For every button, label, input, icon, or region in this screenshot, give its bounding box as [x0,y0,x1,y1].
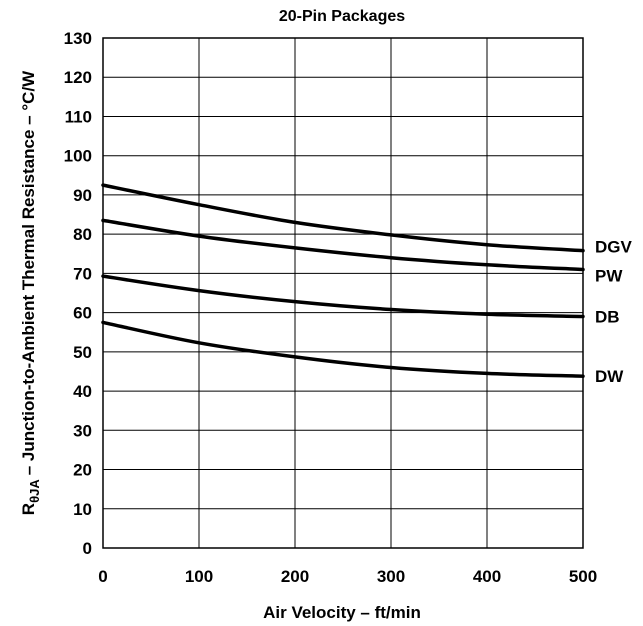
x-tick-label: 300 [377,567,405,586]
y-tick-label: 0 [83,539,92,558]
series-line-dgv [101,183,585,253]
series-label-dw: DW [595,367,624,386]
y-tick-label: 100 [64,147,92,166]
y-tick-label: 20 [73,461,92,480]
y-axis-title: RθJA – Junction-to-Ambient Thermal Resist… [19,70,42,515]
y-axis-title-rest: – Junction-to-Ambient Thermal Resistance… [19,70,38,475]
y-tick-label: 90 [73,186,92,205]
series-label-dgv: DGV [595,238,633,257]
y-tick-label: 40 [73,382,92,401]
x-axis-title: Air Velocity – ft/min [263,603,421,622]
series-line-db [101,274,585,319]
y-tick-label: 80 [73,225,92,244]
series-label-db: DB [595,308,620,327]
y-axis-title-subscript: θJA [27,479,42,503]
y-tick-label: 130 [64,29,92,48]
series-label-pw: PW [595,266,623,285]
x-tick-label: 100 [185,567,213,586]
y-tick-labels: 0 10 20 30 40 50 60 70 80 90 100 110 120 130 [64,29,92,558]
grid [102,37,584,549]
plot-frame [102,37,584,549]
x-tick-label: 400 [473,567,501,586]
chart-title: 20-Pin Packages [279,8,405,25]
y-tick-label: 120 [64,68,92,87]
y-tick-label: 50 [73,343,92,362]
y-tick-label: 10 [73,500,92,519]
x-tick-label: 0 [98,567,107,586]
series-labels: DGV PW DB DW [595,238,633,387]
x-tick-label: 200 [281,567,309,586]
y-tick-label: 110 [65,107,92,126]
y-axis-title-main: R [19,503,38,515]
x-tick-label: 500 [569,567,597,586]
series-lines [101,183,585,378]
y-tick-label: 60 [73,304,92,323]
series-line-pw [101,218,585,272]
y-tick-label: 30 [73,421,92,440]
x-tick-labels: 0 100 200 300 400 500 [98,567,597,586]
y-tick-label: 70 [73,264,92,283]
series-line-dw [101,320,585,378]
